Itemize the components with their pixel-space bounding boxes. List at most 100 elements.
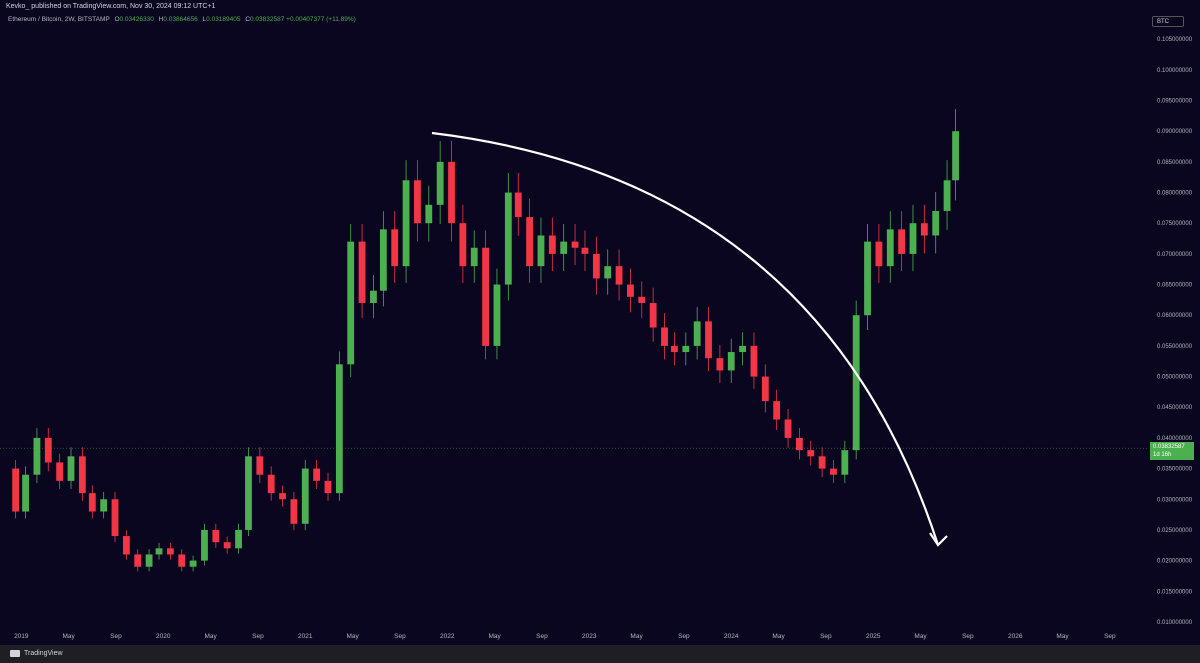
x-tick-label: 2020	[156, 633, 171, 640]
y-tick-label: 0.060000000	[1157, 313, 1193, 319]
candle-body	[795, 437, 803, 451]
x-tick-label: May	[62, 633, 75, 640]
candle-body	[166, 548, 174, 555]
x-tick-label: 2025	[866, 633, 881, 640]
symbol-title: Ethereum / Bitcoin, 2W, BITSTAMP	[8, 16, 110, 23]
y-tick-label: 0.070000000	[1157, 252, 1193, 258]
countdown-value: 1d 16h	[1153, 452, 1172, 458]
change-value: +0.00407377 (+11.89%)	[286, 16, 356, 23]
y-tick-label: 0.020000000	[1157, 559, 1193, 565]
x-tick-label: Sep	[678, 633, 690, 640]
x-tick-label: 2023	[582, 633, 597, 640]
candle-body	[943, 180, 951, 211]
y-tick-label: 0.055000000	[1157, 344, 1193, 350]
candle-body	[661, 327, 668, 346]
candle-body	[739, 345, 747, 353]
symbol-legend: Ethereum / Bitcoin, 2W, BITSTAMP O0.0342…	[8, 16, 356, 23]
candle-body	[448, 161, 455, 224]
candle-body	[370, 290, 377, 303]
price-chart[interactable]: 0.105000000 0.100000000 0.095000000 0.09000…	[0, 0, 1200, 645]
candle-body	[592, 253, 600, 279]
candle-body	[267, 474, 275, 494]
candle-body	[111, 499, 119, 537]
tradingview-logo-icon	[10, 649, 20, 657]
candle-body	[615, 266, 623, 285]
candle-body	[693, 321, 701, 346]
x-tick-label: May	[204, 633, 217, 640]
candle-body	[12, 468, 20, 512]
x-tick-label: May	[772, 633, 785, 640]
candle-body	[750, 345, 758, 377]
candle-body	[44, 437, 52, 463]
x-tick-label: Sep	[962, 633, 974, 640]
candle-body	[235, 529, 242, 549]
candle-body	[784, 419, 792, 438]
candle-body	[33, 437, 41, 475]
candle-body	[100, 499, 108, 512]
x-tick-label: Sep	[1104, 633, 1116, 640]
x-tick-label: May	[346, 633, 359, 640]
y-tick-label: 0.045000000	[1157, 405, 1193, 411]
x-tick-label: Sep	[536, 633, 548, 640]
candle-body	[898, 229, 906, 254]
arrow-head-icon	[929, 532, 948, 547]
x-tick-label: May	[630, 633, 643, 640]
candle-body	[201, 529, 208, 561]
candle-body	[493, 284, 501, 346]
x-tick-label: 2021	[298, 633, 313, 640]
candle-body	[402, 180, 410, 267]
x-tick-label: 2019	[14, 633, 29, 640]
candle-body	[514, 192, 522, 218]
low-value: 0.03189405	[206, 16, 241, 23]
candle-body	[324, 480, 332, 494]
candle-body	[67, 456, 75, 481]
candle-body	[548, 235, 556, 254]
x-tick-label: May	[1056, 633, 1069, 640]
y-tick-label: 0.040000000	[1157, 436, 1193, 442]
candle-body	[727, 352, 735, 371]
candle-body	[301, 468, 309, 524]
candle-body	[952, 131, 959, 181]
candle-body	[436, 161, 444, 205]
y-tick-label: 0.015000000	[1157, 589, 1193, 595]
candle-body	[705, 321, 712, 359]
candle-body	[830, 468, 837, 475]
candle-body	[638, 296, 646, 303]
current-price-tag: 0.03832587 1d 16h	[1150, 442, 1194, 460]
candle-body	[649, 302, 657, 328]
y-tick-label: 0.090000000	[1157, 129, 1193, 135]
candle-body	[482, 247, 490, 346]
close-label: C	[245, 16, 251, 23]
candle-body	[761, 376, 769, 402]
candle-body	[818, 456, 826, 469]
candle-body	[671, 345, 678, 353]
x-tick-label: May	[488, 633, 501, 640]
y-tick-label: 0.010000000	[1157, 620, 1193, 626]
y-tick-label: 0.100000000	[1157, 68, 1193, 74]
candle-body	[290, 499, 298, 524]
candle-body	[504, 192, 512, 285]
currency-button[interactable]: BTC	[1152, 16, 1184, 27]
y-tick-label: 0.105000000	[1157, 37, 1193, 43]
y-tick-label: 0.075000000	[1157, 221, 1193, 227]
y-tick-label: 0.065000000	[1157, 283, 1193, 289]
candle-body	[379, 229, 387, 291]
candle-body	[78, 456, 86, 494]
candle-body	[212, 529, 220, 543]
candle-body	[864, 241, 871, 316]
candle-body	[581, 247, 589, 254]
candle-body	[358, 241, 366, 303]
y-tick-label: 0.025000000	[1157, 528, 1193, 534]
x-tick-label: Sep	[110, 633, 122, 640]
y-tick-label: 0.080000000	[1157, 191, 1193, 197]
x-tick-label: Sep	[252, 633, 264, 640]
high-label: H	[158, 16, 164, 23]
candle-body	[134, 554, 142, 567]
candle-body	[223, 542, 231, 549]
close-value: 0.03832587	[250, 16, 285, 23]
candle-body	[627, 284, 634, 297]
candle-body	[145, 554, 153, 567]
candle-body	[841, 450, 849, 475]
candle-body	[256, 456, 264, 475]
open-value: 0.03426330	[119, 16, 154, 23]
